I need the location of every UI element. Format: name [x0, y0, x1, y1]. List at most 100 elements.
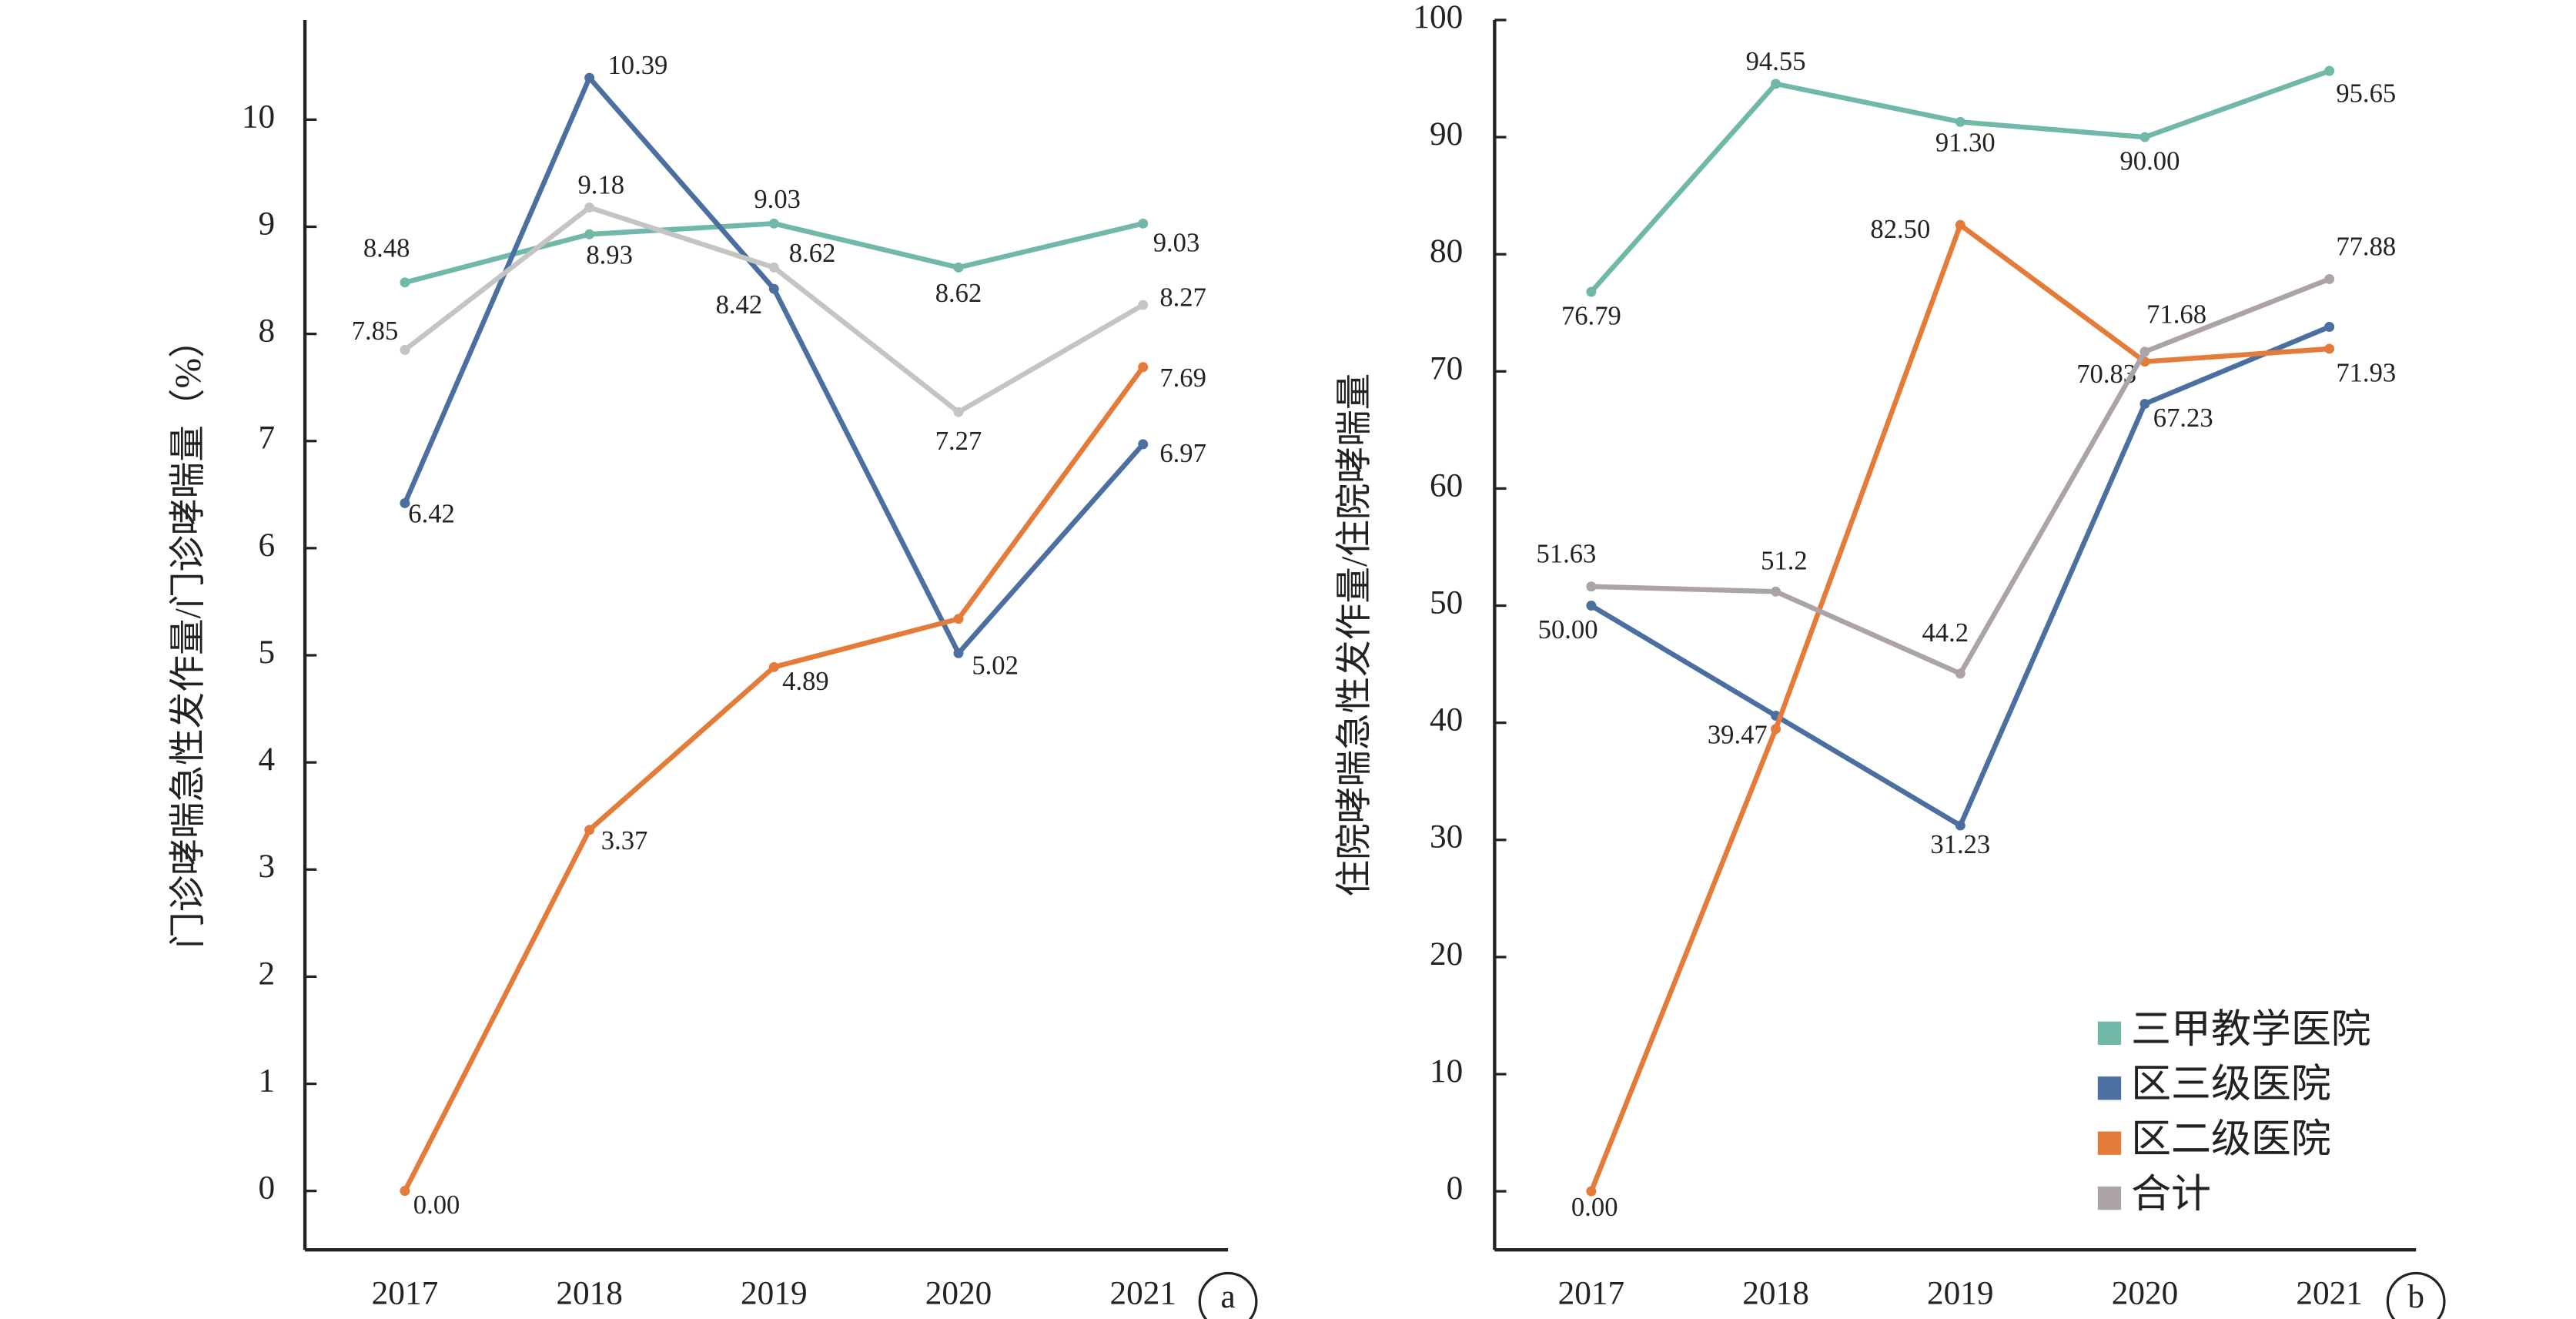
data-point — [1138, 362, 1149, 373]
data-label: 8.93 — [586, 240, 633, 269]
data-label: 71.68 — [2146, 300, 2206, 329]
x-tick-label: 2018 — [1742, 1275, 1809, 1312]
data-label: 76.79 — [1561, 302, 1621, 331]
data-label: 7.85 — [352, 316, 399, 346]
y-tick-label: 30 — [1430, 819, 1463, 855]
data-point — [1955, 820, 1965, 831]
y-tick-label: 9 — [258, 205, 275, 242]
data-label: 90.00 — [2120, 147, 2180, 176]
data-point — [1138, 439, 1149, 450]
data-point — [1586, 601, 1597, 611]
data-label: 51.2 — [1761, 546, 1808, 575]
y-tick-label: 4 — [258, 741, 275, 778]
data-point — [2324, 65, 2335, 76]
data-label: 9.03 — [1153, 228, 1200, 257]
data-point — [400, 1186, 410, 1197]
y-tick-label: 0 — [258, 1170, 275, 1207]
data-point — [2139, 132, 2150, 142]
data-label: 0.00 — [413, 1190, 460, 1220]
data-label: 31.23 — [1930, 830, 1990, 859]
series-line — [1589, 69, 2330, 294]
legend-swatch — [2097, 1021, 2122, 1045]
y-tick-label: 5 — [258, 634, 275, 671]
y-tick-label: 10 — [1430, 1053, 1463, 1090]
data-point — [2139, 398, 2150, 409]
series-line — [403, 365, 1146, 1193]
data-point — [953, 648, 964, 658]
data-label: 4.89 — [782, 667, 829, 696]
y-tick-label: 6 — [258, 527, 275, 564]
x-tick-label: 2020 — [2112, 1275, 2179, 1312]
legend-label: 区二级医院 — [2131, 1118, 2331, 1162]
x-tick-label: 2017 — [1558, 1275, 1625, 1312]
data-point — [1955, 116, 1965, 127]
legend-swatch — [2097, 1076, 2122, 1100]
data-point — [1771, 724, 1781, 735]
data-point — [584, 825, 595, 835]
data-point — [953, 262, 964, 273]
data-label: 8.27 — [1159, 283, 1206, 313]
data-point — [400, 344, 410, 355]
y-tick-label: 10 — [242, 98, 275, 135]
y-tick-label: 3 — [258, 848, 275, 885]
data-point — [400, 277, 410, 288]
data-point — [768, 262, 779, 273]
data-label: 7.69 — [1159, 363, 1206, 393]
data-point — [1771, 586, 1781, 597]
data-point — [768, 283, 779, 294]
x-tick-label: 2017 — [372, 1275, 439, 1312]
data-label: 5.02 — [972, 651, 1019, 681]
y-tick-label: 80 — [1430, 233, 1463, 269]
data-point — [584, 72, 595, 83]
series-line — [402, 73, 1146, 658]
y-axis-label: 门诊哮喘急性发作量/门诊哮喘量（%） — [169, 321, 209, 949]
data-label: 6.42 — [408, 500, 455, 529]
panel-label: b — [2407, 1278, 2424, 1315]
legend-label: 区三级医院 — [2131, 1063, 2331, 1106]
data-label: 94.55 — [1746, 47, 1806, 76]
x-tick-label: 2019 — [1927, 1275, 1994, 1312]
data-point — [1955, 219, 1965, 230]
data-label: 39.47 — [1708, 720, 1768, 749]
x-tick-label: 2021 — [1109, 1275, 1176, 1312]
x-tick-label: 2021 — [2296, 1275, 2363, 1312]
data-point — [1138, 300, 1149, 310]
data-label: 50.00 — [1538, 615, 1598, 644]
y-tick-label: 8 — [258, 313, 275, 350]
x-tick-label: 2018 — [556, 1275, 623, 1312]
data-label: 71.93 — [2336, 359, 2396, 388]
data-point — [2324, 343, 2335, 354]
data-label: 77.88 — [2336, 232, 2396, 261]
x-tick-label: 2019 — [741, 1275, 808, 1312]
y-tick-label: 7 — [258, 420, 275, 457]
data-label: 8.48 — [363, 234, 410, 263]
data-point — [400, 497, 410, 508]
data-label: 6.97 — [1159, 439, 1206, 468]
series-line — [1591, 276, 2330, 677]
y-tick-label: 1 — [258, 1062, 275, 1099]
data-point — [2324, 273, 2335, 284]
data-label: 9.18 — [578, 170, 625, 199]
data-point — [768, 661, 779, 672]
y-tick-label: 90 — [1430, 115, 1463, 152]
data-label: 8.42 — [716, 290, 763, 320]
data-label: 44.2 — [1922, 618, 1969, 648]
data-label: 82.50 — [1870, 215, 1930, 244]
data-label: 0.00 — [1571, 1193, 1618, 1222]
data-point — [1138, 218, 1149, 229]
y-tick-label: 50 — [1430, 584, 1463, 621]
data-point — [1586, 1186, 1597, 1197]
legend-label: 合计 — [2131, 1173, 2211, 1217]
data-point — [1955, 668, 1965, 679]
data-point — [2324, 322, 2335, 333]
data-label: 10.39 — [607, 51, 667, 80]
legend-label: 三甲教学医院 — [2131, 1008, 2371, 1052]
data-label: 9.03 — [754, 185, 801, 214]
y-tick-label: 0 — [1447, 1170, 1464, 1207]
legend-swatch — [2097, 1131, 2122, 1155]
x-tick-label: 2020 — [925, 1275, 992, 1312]
data-label: 67.23 — [2153, 403, 2213, 433]
data-point — [953, 614, 964, 624]
data-label: 95.65 — [2336, 79, 2396, 109]
